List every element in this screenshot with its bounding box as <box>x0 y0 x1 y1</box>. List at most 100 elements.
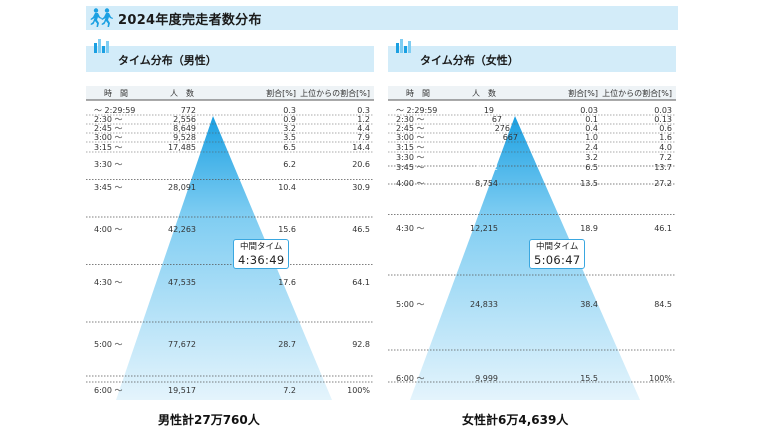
table-row: 4:00 ～ 42,263 15.6 46.5 <box>94 225 370 234</box>
cell-pct: 0.03 <box>580 106 598 115</box>
column-header: 時 間 <box>406 89 430 98</box>
table-row: 3:30 ～ 16,695 6.2 20.6 <box>94 160 370 169</box>
cell-cum: 100% <box>649 374 672 383</box>
cell-cum: 1.6 <box>659 133 672 142</box>
cell-count: 9,999 <box>475 374 498 383</box>
cell-time: 5:00 ～ <box>396 300 425 309</box>
male-pyramid <box>116 116 332 400</box>
cell-count: 47,535 <box>168 278 196 287</box>
median-value: 5:06:47 <box>534 253 581 267</box>
table-row: 3:45 ～ 28,091 10.4 30.9 <box>94 183 370 192</box>
cell-pct: 0.4 <box>585 124 598 133</box>
cell-count: 19 <box>484 106 494 115</box>
page-header <box>86 6 678 30</box>
table-row: 4:30 ～ 12,215 18.9 46.1 <box>396 224 672 233</box>
column-header: 上位からの割合[%] <box>602 88 672 98</box>
median-value: 4:36:49 <box>238 253 285 267</box>
cell-pct: 17.6 <box>278 278 296 287</box>
table-row: 6:00 ～ 19,517 7.2 100% <box>94 386 370 395</box>
cell-cum: 0.3 <box>357 106 370 115</box>
cell-cum: 1.2 <box>357 115 370 124</box>
cell-cum: 0.03 <box>654 106 672 115</box>
table-row: 2:30 ～ 67 0.1 0.13 <box>396 115 672 124</box>
runners-icon <box>90 8 113 27</box>
median-label: 中間タイム <box>240 242 283 252</box>
male-total: 男性計27万760人 <box>158 413 260 427</box>
male-panel-header: タイム分布（男性） <box>86 39 374 72</box>
cell-count: 19,517 <box>168 386 196 395</box>
table-row: 4:00 ～ 8,754 13.5 27.2 <box>396 179 672 188</box>
cell-pct: 18.9 <box>580 224 598 233</box>
cell-time: 2:45 ～ <box>396 124 425 133</box>
table-row: 6:00 ～ 9,999 15.5 100% <box>396 374 672 383</box>
cell-time: 4:30 ～ <box>396 224 425 233</box>
cell-cum: 7.2 <box>659 153 672 162</box>
cell-count: 24,833 <box>470 300 498 309</box>
cell-cum: 46.5 <box>352 225 370 234</box>
cell-cum: 30.9 <box>352 183 370 192</box>
cell-time: 3:45 ～ <box>94 183 123 192</box>
cell-count: 4,192 <box>475 163 498 172</box>
cell-count: 2,556 <box>173 115 196 124</box>
table-row: 2:45 ～ 8,649 3.2 4.4 <box>94 124 370 133</box>
cell-time: 5:00 ～ <box>94 340 123 349</box>
column-header: 時 間 <box>104 89 128 98</box>
cell-pct: 1.0 <box>585 133 598 142</box>
table-row: 4:30 ～ 47,535 17.6 64.1 <box>94 278 370 287</box>
cell-time: 2:30 ～ <box>396 115 425 124</box>
cell-pct: 15.6 <box>278 225 296 234</box>
cell-count: 77,672 <box>168 340 196 349</box>
cell-count: 9,528 <box>173 133 196 142</box>
male-panel-title: タイム分布（男性） <box>118 54 217 67</box>
female-panel-header: タイム分布（女性） <box>388 39 676 72</box>
cell-cum: 100% <box>347 386 370 395</box>
cell-count: 17,485 <box>168 143 196 152</box>
cell-cum: 84.5 <box>654 300 672 309</box>
cell-time: 3:45 ～ <box>396 163 425 172</box>
table-row: 3:15 ～ 1,525 2.4 4.0 <box>396 143 672 152</box>
cell-time: ～ 2:29:59 <box>396 106 437 115</box>
table-row: 3:00 ～ 667 1.0 1.6 <box>396 133 672 142</box>
cell-pct: 6.2 <box>283 160 296 169</box>
cell-count: 276 <box>495 124 510 133</box>
cell-pct: 2.4 <box>585 143 598 152</box>
cell-count: 772 <box>181 106 196 115</box>
cell-pct: 0.3 <box>283 106 296 115</box>
cell-cum: 7.9 <box>357 133 370 142</box>
cell-cum: 0.6 <box>659 124 672 133</box>
table-row: ～ 2:29:59 19 0.03 0.03 <box>396 106 672 115</box>
cell-cum: 4.0 <box>659 143 672 152</box>
page-title: 2024年度完走者数分布 <box>118 13 262 28</box>
cell-pct: 7.2 <box>283 386 296 395</box>
cell-time: 4:00 ～ <box>94 225 123 234</box>
cell-cum: 27.2 <box>654 179 672 188</box>
cell-count: 8,649 <box>173 124 196 133</box>
female-pyramid <box>410 116 640 400</box>
table-row: ～ 2:29:59 772 0.3 0.3 <box>94 106 370 115</box>
cell-count: 16,695 <box>168 160 196 169</box>
cell-cum: 64.1 <box>352 278 370 287</box>
cell-cum: 92.8 <box>352 340 370 349</box>
cell-time: ～ 2:29:59 <box>94 106 135 115</box>
cell-pct: 15.5 <box>580 374 598 383</box>
female-total: 女性計6万4,639人 <box>462 413 569 427</box>
cell-count: 1,525 <box>475 143 498 152</box>
cell-pct: 3.5 <box>283 133 296 142</box>
cell-pct: 10.4 <box>278 183 296 192</box>
cell-cum: 0.13 <box>654 115 672 124</box>
cell-pct: 0.1 <box>585 115 598 124</box>
cell-time: 2:45 ～ <box>94 124 123 133</box>
cell-time: 6:00 ～ <box>94 386 123 395</box>
cell-count: 67 <box>492 115 502 124</box>
cell-time: 3:00 ～ <box>396 133 425 142</box>
cell-time: 3:30 ～ <box>396 153 425 162</box>
cell-pct: 3.2 <box>283 124 296 133</box>
cell-cum: 14.4 <box>352 143 370 152</box>
cell-time: 3:15 ～ <box>396 143 425 152</box>
cell-cum: 13.7 <box>654 163 672 172</box>
cell-cum: 20.6 <box>352 160 370 169</box>
table-row: 3:00 ～ 9,528 3.5 7.9 <box>94 133 370 142</box>
cell-cum: 46.1 <box>654 224 672 233</box>
female-median-box: 中間タイム 5:06:47 <box>529 239 586 269</box>
cell-count: 42,263 <box>168 225 196 234</box>
